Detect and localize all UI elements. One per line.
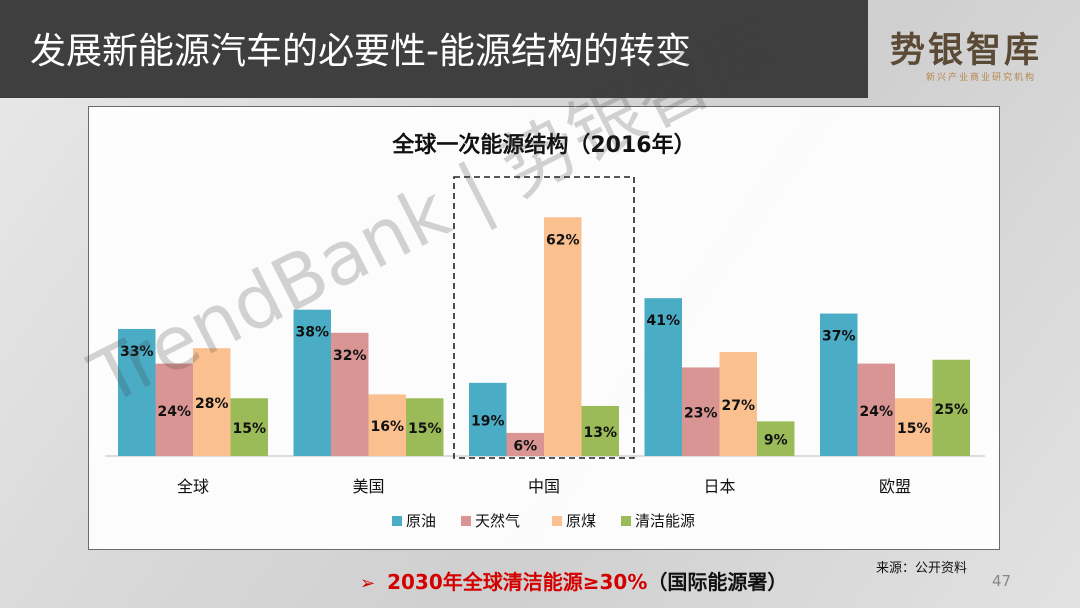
- legend-swatch: [461, 516, 471, 526]
- data-label: 19%: [471, 413, 505, 429]
- data-label: 27%: [721, 398, 755, 414]
- legend-swatch: [392, 516, 402, 526]
- chart-title: 全球一次能源结构（2016年）: [391, 132, 695, 158]
- legend-label: 天然气: [475, 512, 520, 530]
- x-tick-label: 欧盟: [879, 477, 911, 496]
- x-tick-label: 中国: [528, 477, 560, 496]
- data-label: 13%: [583, 425, 617, 441]
- logo-text: 势银智库: [890, 31, 1043, 71]
- data-label: 15%: [897, 421, 931, 437]
- data-label: 24%: [859, 404, 893, 420]
- bar-欧盟-天然气: [857, 363, 895, 456]
- data-label: 23%: [684, 406, 718, 422]
- x-tick-label: 日本: [703, 477, 735, 496]
- bar-日本-清洁能源: [757, 421, 795, 456]
- data-label: 33%: [120, 344, 154, 360]
- page-number: 47: [992, 572, 1012, 590]
- footnote-main: 2030年全球清洁能源≥30%: [387, 570, 648, 594]
- logo: 势银智库 新兴产业商业研究机构: [868, 0, 1080, 98]
- bar-中国-原煤: [544, 217, 582, 456]
- x-tick-label: 全球: [177, 477, 209, 496]
- legend-label: 清洁能源: [635, 512, 695, 530]
- bar-欧盟-清洁能源: [932, 359, 970, 456]
- bar-欧盟-原油: [820, 313, 858, 456]
- bar-全球-清洁能源: [230, 398, 268, 456]
- bar-中国-原油: [469, 382, 507, 456]
- bar-全球-原煤: [193, 348, 231, 456]
- bar-全球-原油: [118, 328, 156, 456]
- legend-label: 原煤: [566, 512, 596, 530]
- data-label: 9%: [764, 433, 788, 449]
- title-bar: 发展新能源汽车的必要性-能源结构的转变: [0, 0, 868, 98]
- data-label: 38%: [295, 325, 329, 341]
- data-label: 28%: [195, 396, 229, 412]
- footnote-source: （国际能源署）: [647, 570, 788, 594]
- bar-中国-清洁能源: [581, 405, 619, 456]
- bar-美国-天然气: [331, 332, 369, 456]
- data-label: 41%: [646, 313, 680, 329]
- data-label: 62%: [546, 232, 580, 248]
- slide-title: 发展新能源汽车的必要性-能源结构的转变: [30, 31, 691, 72]
- legend-swatch: [621, 516, 631, 526]
- bar-美国-原油: [293, 309, 331, 456]
- bar-日本-原油: [644, 298, 682, 456]
- bar-全球-天然气: [155, 363, 193, 456]
- data-label: 37%: [822, 329, 856, 345]
- bar-欧盟-原煤: [895, 398, 933, 456]
- data-label: 16%: [370, 419, 404, 435]
- arrow-icon: ➢: [360, 573, 376, 594]
- bar-日本-天然气: [682, 367, 720, 456]
- logo-subtitle: 新兴产业商业研究机构: [926, 73, 1037, 83]
- bar-美国-原煤: [368, 394, 406, 456]
- data-label: 32%: [333, 348, 367, 364]
- data-label: 15%: [232, 421, 266, 437]
- legend-label: 原油: [406, 512, 436, 530]
- bar-日本-原煤: [719, 352, 757, 456]
- legend-swatch: [552, 516, 562, 526]
- highlight-box: [453, 176, 635, 459]
- bar-美国-清洁能源: [406, 398, 444, 456]
- data-label: 6%: [513, 438, 537, 454]
- data-label: 15%: [408, 421, 442, 437]
- data-label: 24%: [157, 404, 191, 420]
- footnote: ➢ 2030年全球清洁能源≥30%（国际能源署）: [360, 566, 787, 595]
- bar-中国-天然气: [506, 432, 544, 456]
- data-label: 25%: [934, 402, 968, 418]
- source-note: 来源：公开资料: [876, 561, 968, 576]
- x-tick-label: 美国: [352, 477, 384, 496]
